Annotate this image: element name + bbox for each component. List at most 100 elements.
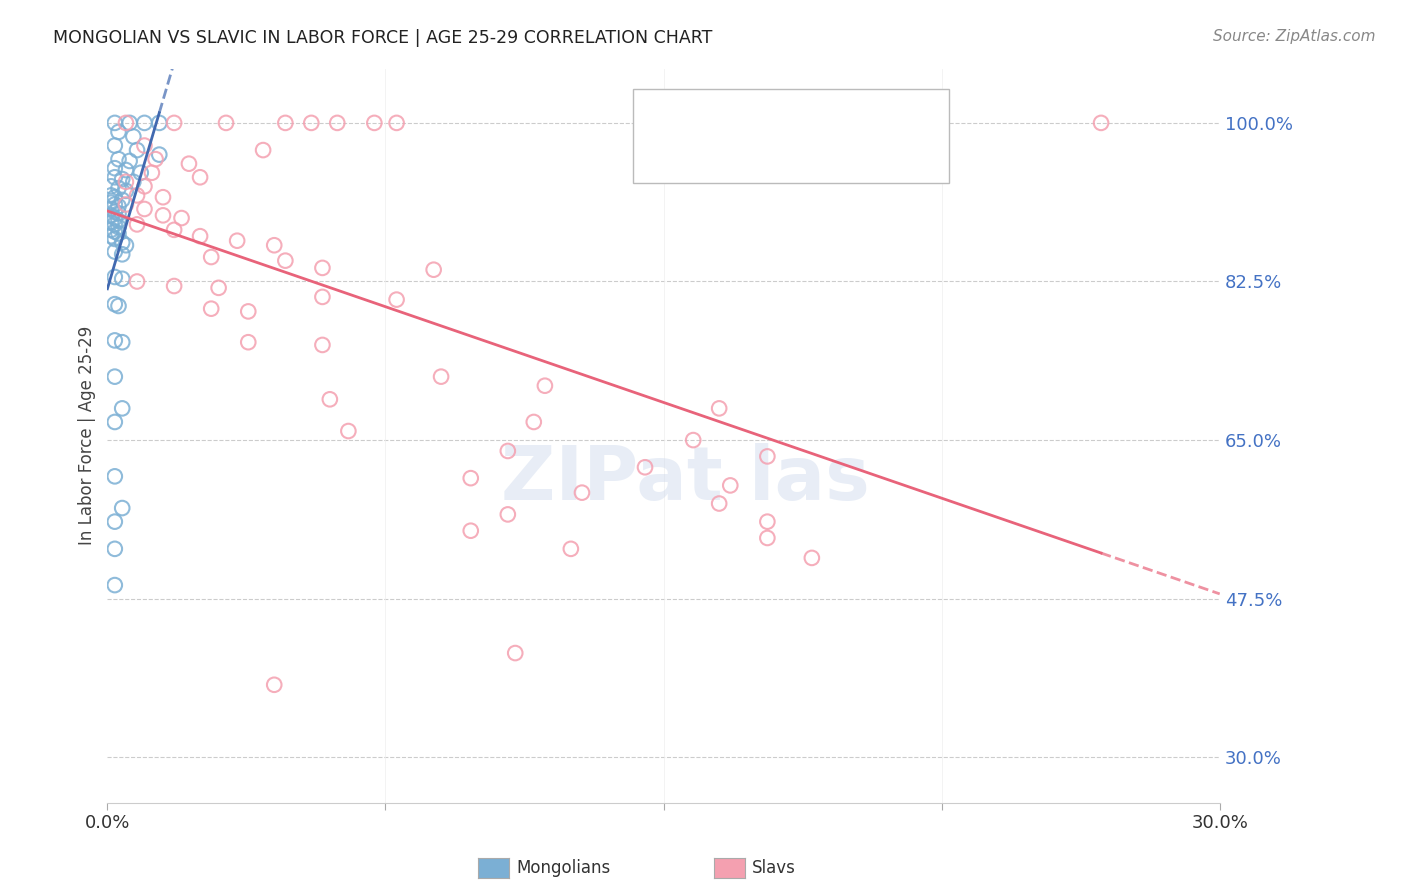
Point — [319, 392, 342, 407]
Point — [118, 153, 141, 168]
Point — [177, 156, 200, 170]
Point — [118, 116, 141, 130]
Point — [188, 170, 211, 185]
Point — [718, 478, 741, 492]
Point — [122, 129, 145, 144]
Point — [115, 197, 138, 211]
Point — [430, 369, 453, 384]
Point — [129, 166, 152, 180]
Point — [152, 208, 174, 222]
Point — [299, 116, 322, 130]
Point — [104, 170, 127, 185]
Point — [111, 235, 134, 250]
Point — [111, 401, 134, 416]
Point — [104, 541, 127, 556]
Point — [100, 179, 122, 194]
Point — [148, 116, 170, 130]
Point — [385, 293, 408, 307]
Point — [238, 304, 260, 318]
Point — [134, 202, 156, 216]
Point — [707, 116, 730, 130]
Point — [111, 247, 134, 261]
Point — [148, 147, 170, 161]
Point — [460, 471, 482, 485]
Point — [104, 197, 127, 211]
Point — [104, 269, 127, 284]
Point — [134, 116, 156, 130]
Point — [503, 646, 526, 660]
Point — [104, 369, 127, 384]
Point — [115, 175, 138, 189]
Text: R =  -0.106    N =  51: R = -0.106 N = 51 — [682, 145, 860, 162]
Point — [100, 216, 122, 230]
Point — [145, 152, 167, 166]
Point — [100, 208, 122, 222]
Point — [104, 469, 127, 483]
Point — [122, 175, 145, 189]
Point — [104, 190, 127, 204]
Point — [104, 515, 127, 529]
Point — [134, 138, 156, 153]
Point — [707, 496, 730, 510]
Point — [104, 211, 127, 225]
Point — [100, 202, 122, 216]
Text: Mongolians: Mongolians — [516, 859, 610, 877]
Point — [100, 223, 122, 237]
Point — [104, 225, 127, 239]
Point — [682, 433, 704, 447]
Point — [263, 238, 285, 252]
Point — [111, 172, 134, 186]
Point — [134, 179, 156, 194]
Point — [756, 450, 779, 464]
Point — [337, 424, 360, 438]
Point — [104, 334, 127, 348]
Point — [274, 253, 297, 268]
Point — [107, 206, 129, 220]
Point — [263, 678, 285, 692]
Point — [111, 272, 134, 286]
Text: ZIPat las: ZIPat las — [502, 443, 870, 516]
Point — [100, 195, 122, 210]
Point — [107, 181, 129, 195]
Point — [363, 116, 385, 130]
Point — [188, 229, 211, 244]
Point — [104, 297, 127, 311]
Point — [107, 227, 129, 241]
Point — [111, 193, 134, 207]
Point — [125, 188, 148, 202]
Point — [274, 116, 297, 130]
Point — [107, 199, 129, 213]
Point — [163, 279, 186, 293]
Point — [311, 260, 333, 275]
Point — [756, 515, 779, 529]
Point — [152, 190, 174, 204]
Point — [756, 531, 779, 545]
Point — [104, 218, 127, 232]
Point — [311, 338, 333, 352]
Text: R = -0.008    N = 55: R = -0.008 N = 55 — [682, 108, 849, 126]
Point — [115, 184, 138, 198]
Point — [111, 335, 134, 350]
Point — [460, 524, 482, 538]
Point — [163, 223, 186, 237]
Point — [207, 281, 229, 295]
Point — [104, 232, 127, 246]
Point — [107, 299, 129, 313]
Text: Slavs: Slavs — [752, 859, 796, 877]
Point — [115, 163, 138, 178]
Point — [226, 234, 249, 248]
Point — [800, 550, 823, 565]
Point — [645, 116, 668, 130]
Point — [104, 244, 127, 259]
Point — [634, 460, 657, 475]
Point — [104, 204, 127, 219]
Point — [125, 143, 148, 157]
Point — [104, 161, 127, 176]
Point — [115, 116, 138, 130]
Point — [107, 152, 129, 166]
Point — [104, 116, 127, 130]
Point — [107, 214, 129, 228]
Point — [534, 378, 557, 392]
Point — [163, 116, 186, 130]
Point — [252, 143, 274, 157]
